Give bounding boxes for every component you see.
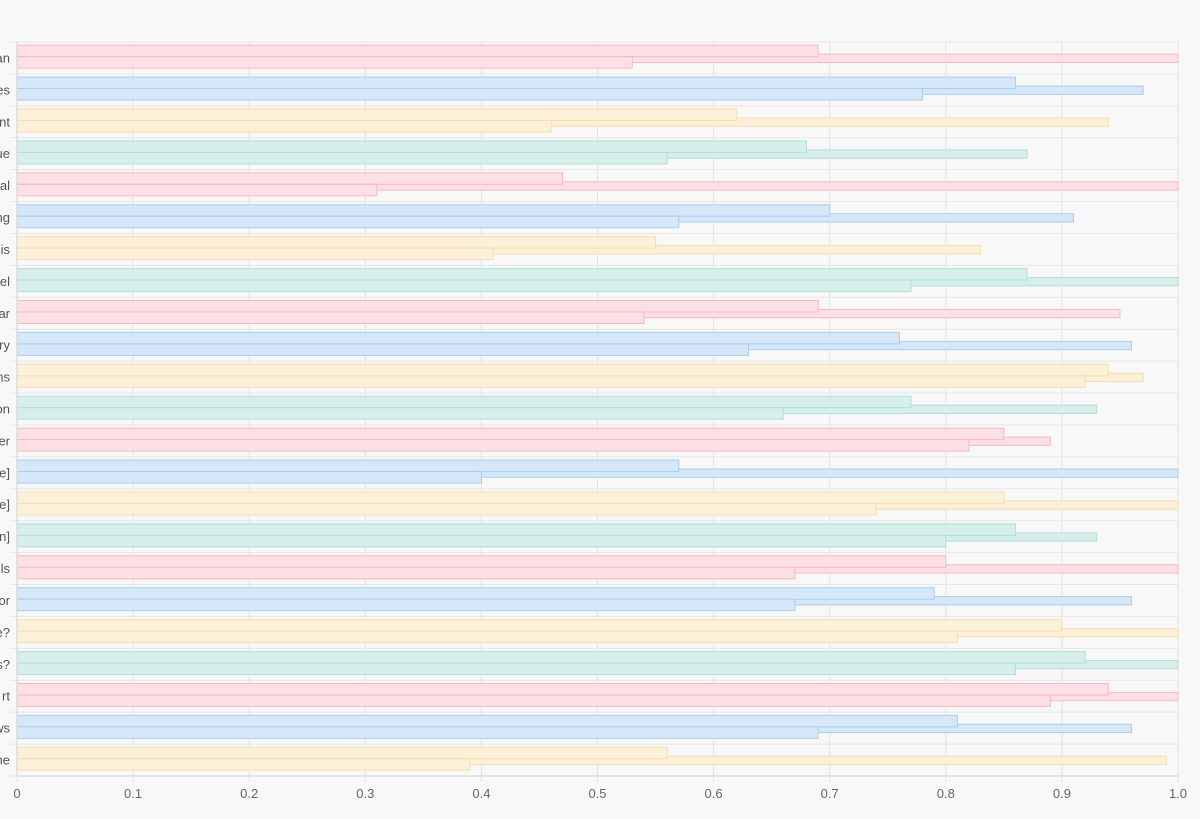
x-tick-label: 0 — [13, 786, 20, 801]
category-label: al — [0, 178, 10, 193]
x-tick-label: 0.1 — [124, 786, 142, 801]
bar-series-3 — [16, 471, 482, 484]
bar-series-3 — [16, 726, 819, 739]
bar-series-1 — [16, 204, 831, 217]
category-label: ls — [1, 561, 11, 576]
category-label: e? — [0, 625, 10, 640]
x-tick-label: 0.4 — [472, 786, 490, 801]
bar-series-1 — [16, 523, 1016, 536]
x-tick-label: 0.9 — [1053, 786, 1071, 801]
grid-lines — [10, 41, 1179, 782]
category-label: ws — [0, 721, 10, 736]
category-label: ar — [0, 306, 11, 321]
bar-series-1 — [16, 108, 738, 122]
bar-series-3 — [16, 120, 552, 133]
bar-series-1 — [16, 587, 935, 600]
bar-series-3 — [16, 311, 645, 324]
x-tick-label: 0.8 — [937, 786, 955, 801]
category-label: n] — [0, 529, 10, 544]
x-tick-label: 0.5 — [588, 786, 606, 801]
category-label: ne — [0, 753, 10, 768]
category-label: rt — [2, 689, 10, 704]
bar-series-3 — [16, 439, 970, 452]
bar-series-3 — [16, 279, 912, 293]
bar-series-1 — [16, 491, 1005, 504]
bar-series-1 — [16, 651, 1086, 664]
bar-series-3 — [16, 88, 924, 101]
bar-series-3 — [16, 566, 796, 580]
category-label: e] — [0, 497, 10, 512]
bar-series-1 — [16, 268, 1028, 281]
bar-series-1 — [16, 76, 1016, 90]
category-label: or — [0, 593, 11, 608]
bar-series-3 — [16, 598, 796, 612]
bar-series-1 — [16, 331, 900, 345]
x-tick-label: 0.6 — [705, 786, 723, 801]
x-tick-label: 0.2 — [240, 786, 258, 801]
bar-series-3 — [16, 151, 668, 165]
axes: 0 0.1 0.2 0.3 0.4 0.5 0.6 0.7 0.8 0.9 1.0 an es nt ue a… — [0, 42, 1187, 801]
category-label: on — [0, 402, 10, 417]
bar-series-3 — [16, 694, 1051, 707]
bar-series-3 — [16, 215, 680, 229]
category-label: ue — [0, 146, 10, 161]
bar-series-3 — [16, 407, 784, 420]
bar-series-3 — [16, 247, 494, 261]
bars — [16, 44, 1179, 771]
bar-series-1 — [16, 746, 668, 760]
category-label: e] — [0, 465, 10, 480]
bar-series-1 — [16, 299, 819, 313]
bar-series-3 — [16, 502, 877, 516]
bar-series-3 — [16, 534, 947, 548]
bar-series-1 — [16, 427, 1005, 441]
bar-series-3 — [16, 375, 1086, 388]
category-label: ng — [0, 210, 10, 225]
bar-series-1 — [16, 682, 1109, 696]
x-tick-label: 0.7 — [821, 786, 839, 801]
category-label: ns — [0, 370, 10, 385]
bar-series-1 — [16, 619, 1063, 632]
bar-series-1 — [16, 395, 912, 409]
x-tick-label: 1.0 — [1169, 786, 1187, 801]
bar-series-1 — [16, 140, 807, 153]
category-label: s? — [0, 657, 10, 672]
category-label: is — [1, 242, 11, 257]
bar-series-3 — [16, 630, 958, 644]
category-label: er — [0, 433, 11, 448]
category-label: ry — [0, 338, 10, 353]
bar-series-1 — [16, 459, 680, 473]
category-label: el — [0, 274, 10, 289]
category-label: an — [0, 50, 10, 65]
bar-series-3 — [16, 758, 471, 771]
x-tick-label: 0.3 — [356, 786, 374, 801]
bar-series-3 — [16, 183, 378, 197]
bar-series-3 — [16, 343, 749, 356]
bar-series-1 — [16, 363, 1109, 377]
bar-series-3 — [16, 56, 633, 69]
bar-series-1 — [16, 44, 819, 58]
bar-series-1 — [16, 172, 564, 185]
category-label: es — [0, 82, 10, 97]
bar-series-3 — [16, 662, 1016, 676]
bar-series-1 — [16, 714, 958, 728]
bar-series-1 — [16, 236, 657, 249]
category-label: nt — [0, 114, 10, 129]
bar-series-1 — [16, 555, 947, 568]
